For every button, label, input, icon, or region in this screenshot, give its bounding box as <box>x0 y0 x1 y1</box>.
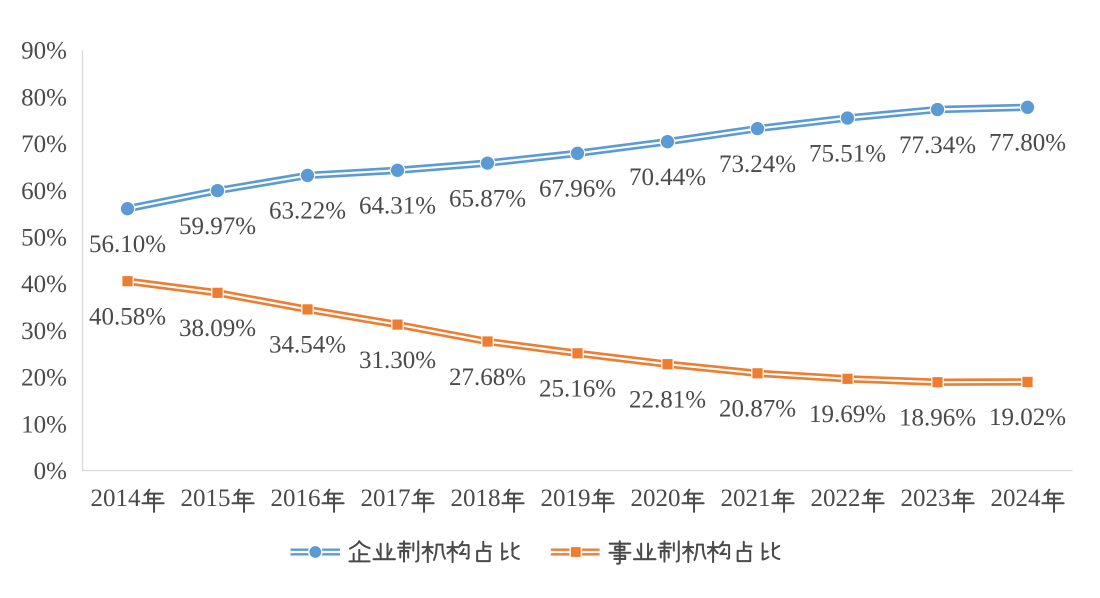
svg-text:20.87%: 20.87% <box>719 396 796 423</box>
svg-text:22.81%: 22.81% <box>629 387 706 414</box>
svg-text:64.31%: 64.31% <box>359 193 436 220</box>
svg-text:18.96%: 18.96% <box>899 405 976 432</box>
svg-text:70%: 70% <box>21 131 67 158</box>
svg-text:40%: 40% <box>21 271 67 298</box>
svg-text:2019: 2019 <box>541 485 591 512</box>
svg-text:77.80%: 77.80% <box>989 130 1066 157</box>
svg-text:19.69%: 19.69% <box>809 401 886 428</box>
svg-text:40.58%: 40.58% <box>89 304 166 331</box>
svg-text:2016: 2016 <box>271 485 321 512</box>
svg-text:70.44%: 70.44% <box>629 164 706 191</box>
svg-text:38.09%: 38.09% <box>179 315 256 342</box>
svg-text:90%: 90% <box>21 38 67 65</box>
svg-text:2020: 2020 <box>631 485 681 512</box>
svg-text:34.54%: 34.54% <box>269 332 346 359</box>
svg-text:0%: 0% <box>34 458 67 485</box>
svg-text:67.96%: 67.96% <box>539 176 616 203</box>
svg-text:27.68%: 27.68% <box>449 364 526 391</box>
svg-text:59.97%: 59.97% <box>179 213 256 240</box>
svg-text:19.02%: 19.02% <box>989 404 1066 431</box>
svg-text:60%: 60% <box>21 178 67 205</box>
svg-text:56.10%: 56.10% <box>89 231 166 258</box>
svg-text:80%: 80% <box>21 84 67 111</box>
svg-text:2022: 2022 <box>811 485 861 512</box>
svg-text:75.51%: 75.51% <box>809 140 886 167</box>
svg-text:73.24%: 73.24% <box>719 151 796 178</box>
svg-text:2023: 2023 <box>901 485 951 512</box>
svg-text:2024: 2024 <box>991 485 1042 512</box>
svg-text:50%: 50% <box>21 225 67 252</box>
svg-text:31.30%: 31.30% <box>359 347 436 374</box>
svg-text:77.34%: 77.34% <box>899 132 976 159</box>
svg-text:65.87%: 65.87% <box>449 185 526 212</box>
svg-text:25.16%: 25.16% <box>539 376 616 403</box>
svg-text:2021: 2021 <box>721 485 771 512</box>
svg-text:2015: 2015 <box>181 485 231 512</box>
svg-text:63.22%: 63.22% <box>269 198 346 225</box>
svg-text:30%: 30% <box>21 318 67 345</box>
svg-text:2017: 2017 <box>361 485 411 512</box>
svg-text:10%: 10% <box>21 411 67 438</box>
svg-text:2014: 2014 <box>91 485 142 512</box>
svg-text:2018: 2018 <box>451 485 501 512</box>
svg-text:20%: 20% <box>21 365 67 392</box>
